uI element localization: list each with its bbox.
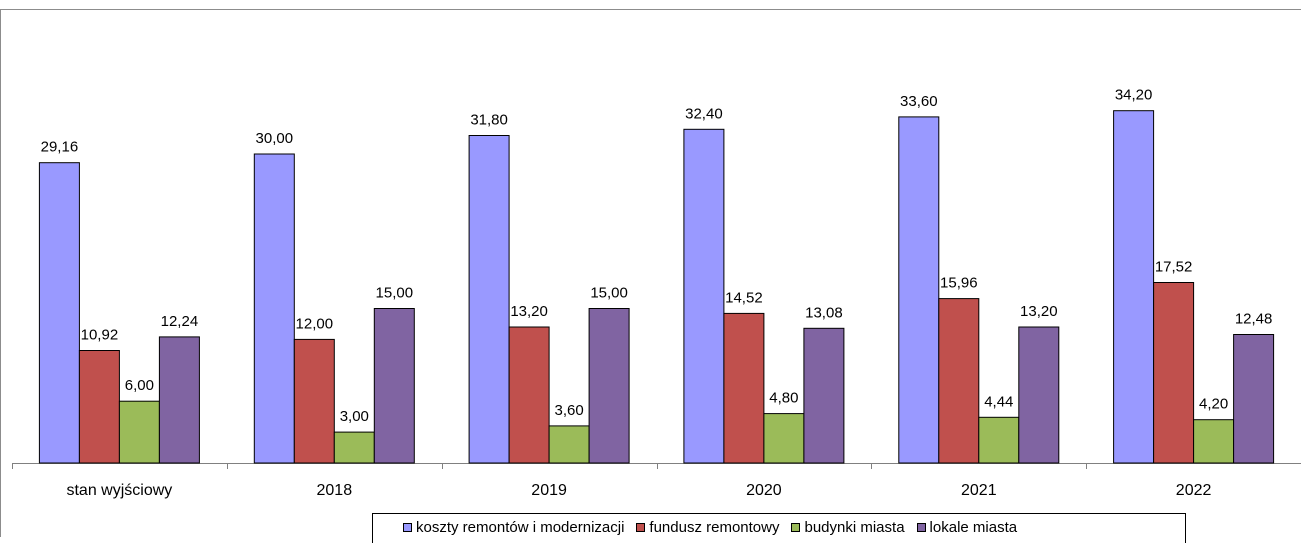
data-label: 13,20	[1020, 303, 1058, 320]
data-label: 15,00	[590, 285, 628, 302]
x-tick-label: 2020	[746, 482, 782, 499]
x-tick-label: 2018	[317, 482, 353, 499]
data-label: 17,52	[1155, 259, 1193, 276]
bar	[978, 416, 1020, 464]
bar	[723, 312, 765, 464]
bars-group	[38, 110, 1275, 464]
bar	[548, 425, 590, 464]
bar	[803, 327, 845, 464]
x-tick-label: 2022	[1176, 482, 1212, 499]
bar	[683, 128, 725, 464]
data-label: 13,08	[805, 304, 843, 321]
x-tick-label: 2019	[531, 482, 567, 499]
data-label: 4,44	[984, 393, 1013, 410]
bar	[1193, 419, 1235, 464]
legend-item: fundusz remontowy	[636, 519, 779, 536]
bar	[78, 350, 120, 464]
bar	[898, 116, 940, 464]
bar	[588, 308, 630, 464]
bar	[763, 413, 805, 464]
data-label: 6,00	[125, 377, 154, 394]
legend-label: lokale miasta	[929, 519, 1018, 536]
bar	[373, 308, 415, 464]
bar	[158, 336, 200, 464]
legend-swatch	[916, 523, 926, 532]
data-label: 34,20	[1115, 87, 1153, 104]
bar	[118, 400, 160, 464]
legend-label: budynki miasta	[804, 519, 905, 536]
data-label: 32,40	[685, 105, 723, 122]
data-labels-group: 29,16 10,92 6,00 12,24 30,00 12,00 3,00 15,00 31…	[41, 87, 1273, 425]
bar	[1233, 334, 1275, 464]
x-tick-label: 2021	[961, 482, 997, 499]
bar	[333, 431, 375, 464]
legend-label: koszty remontów i modernizacji	[416, 519, 625, 536]
bar	[253, 153, 295, 464]
bar	[1113, 110, 1155, 464]
bar	[38, 162, 80, 464]
data-label: 14,52	[725, 289, 763, 306]
data-label: 15,96	[940, 275, 978, 292]
bar	[938, 298, 980, 464]
data-label: 4,20	[1199, 396, 1228, 413]
bar	[1018, 326, 1060, 464]
data-label: 33,60	[900, 93, 938, 110]
legend-item: budynki miasta	[791, 519, 905, 536]
legend-swatch	[791, 523, 801, 532]
data-label: 10,92	[81, 327, 119, 344]
data-label: 15,00	[376, 285, 414, 302]
x-axis-ticks	[12, 463, 1087, 469]
data-label: 30,00	[256, 130, 294, 147]
data-label: 12,24	[161, 313, 199, 330]
legend: koszty remontów i modernizacji fundusz r…	[372, 513, 1186, 543]
data-label: 29,16	[41, 139, 79, 156]
legend-item: lokale miasta	[916, 519, 1018, 536]
x-tick-label: stan wyjściowy	[66, 482, 172, 499]
data-label: 3,00	[340, 408, 369, 425]
data-label: 3,60	[554, 402, 583, 419]
bar	[1153, 282, 1195, 464]
legend-swatch	[636, 523, 646, 532]
data-label: 4,80	[769, 390, 798, 407]
data-label: 12,48	[1235, 311, 1273, 328]
data-label: 12,00	[296, 315, 334, 332]
legend-item: koszty remontów i modernizacji	[403, 519, 624, 536]
legend-swatch	[403, 523, 412, 532]
data-label: 31,80	[470, 112, 508, 129]
bar	[293, 338, 335, 464]
bar	[468, 135, 510, 464]
legend-label: fundusz remontowy	[649, 519, 780, 536]
x-axis-tick-labels: stan wyjściowy 2018 2019 2020 2021 2022	[66, 482, 1211, 499]
data-label: 13,20	[510, 303, 548, 320]
bar	[508, 326, 550, 464]
